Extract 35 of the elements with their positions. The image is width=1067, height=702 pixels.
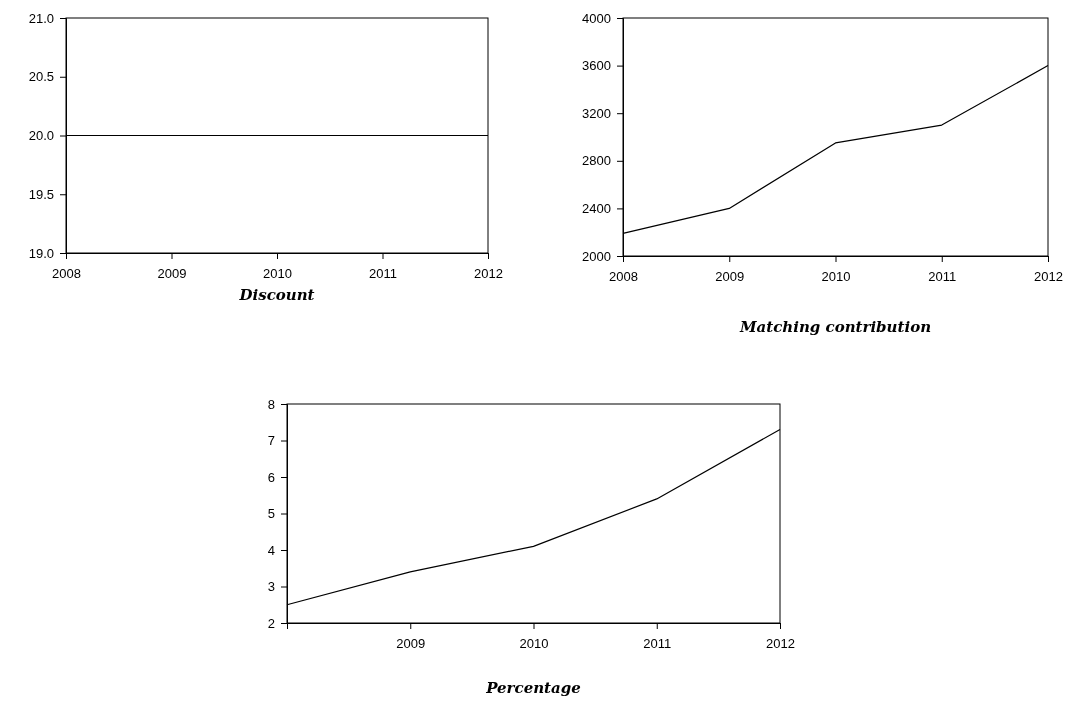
x-tick-label: 2008 (52, 266, 81, 282)
x-tick-label: 2009 (157, 266, 187, 282)
y-tick-label: 20.0 (28, 128, 54, 144)
x-tick-label: 2011 (643, 636, 672, 652)
y-tick-label: 8 (267, 396, 275, 412)
x-tick-label: 2011 (369, 266, 397, 282)
y-tick-label: 2 (267, 615, 275, 631)
text: Percentage (485, 679, 581, 697)
y-tick-label: 4 (267, 542, 275, 558)
x-tick-label: 2011 (928, 269, 957, 285)
y-tick-label: 3200 (582, 105, 611, 121)
x-tick-label: 2010 (263, 266, 292, 282)
y-tick-label: 2400 (582, 201, 611, 217)
y-tick-label: 3 (267, 579, 275, 595)
y-tick-label: 3600 (582, 58, 611, 74)
x-tick-label: 2009 (396, 636, 426, 652)
y-tick-label: 7 (267, 433, 275, 449)
x-tick-label: 2009 (715, 269, 745, 285)
text: Matching contribution (738, 318, 932, 336)
x-tick-label: 2012 (1034, 269, 1063, 285)
y-tick-label: 5 (267, 506, 275, 522)
y-tick-label: 19.0 (28, 245, 54, 261)
y-tick-label: 19.5 (28, 186, 54, 202)
x-tick-label: 2010 (519, 636, 549, 652)
x-tick-label: 2010 (821, 269, 851, 285)
y-tick-label: 2000 (582, 248, 611, 264)
text: Discount (238, 286, 315, 304)
y-tick-label: 20.5 (28, 69, 54, 85)
y-tick-label: 6 (267, 469, 275, 485)
y-tick-label: 21.0 (28, 10, 54, 26)
y-tick-label: 2800 (582, 153, 611, 169)
y-tick-label: 4000 (582, 10, 611, 26)
x-tick-label: 2012 (474, 266, 503, 282)
x-tick-label: 2012 (766, 636, 795, 652)
x-tick-label: 2008 (609, 269, 638, 285)
